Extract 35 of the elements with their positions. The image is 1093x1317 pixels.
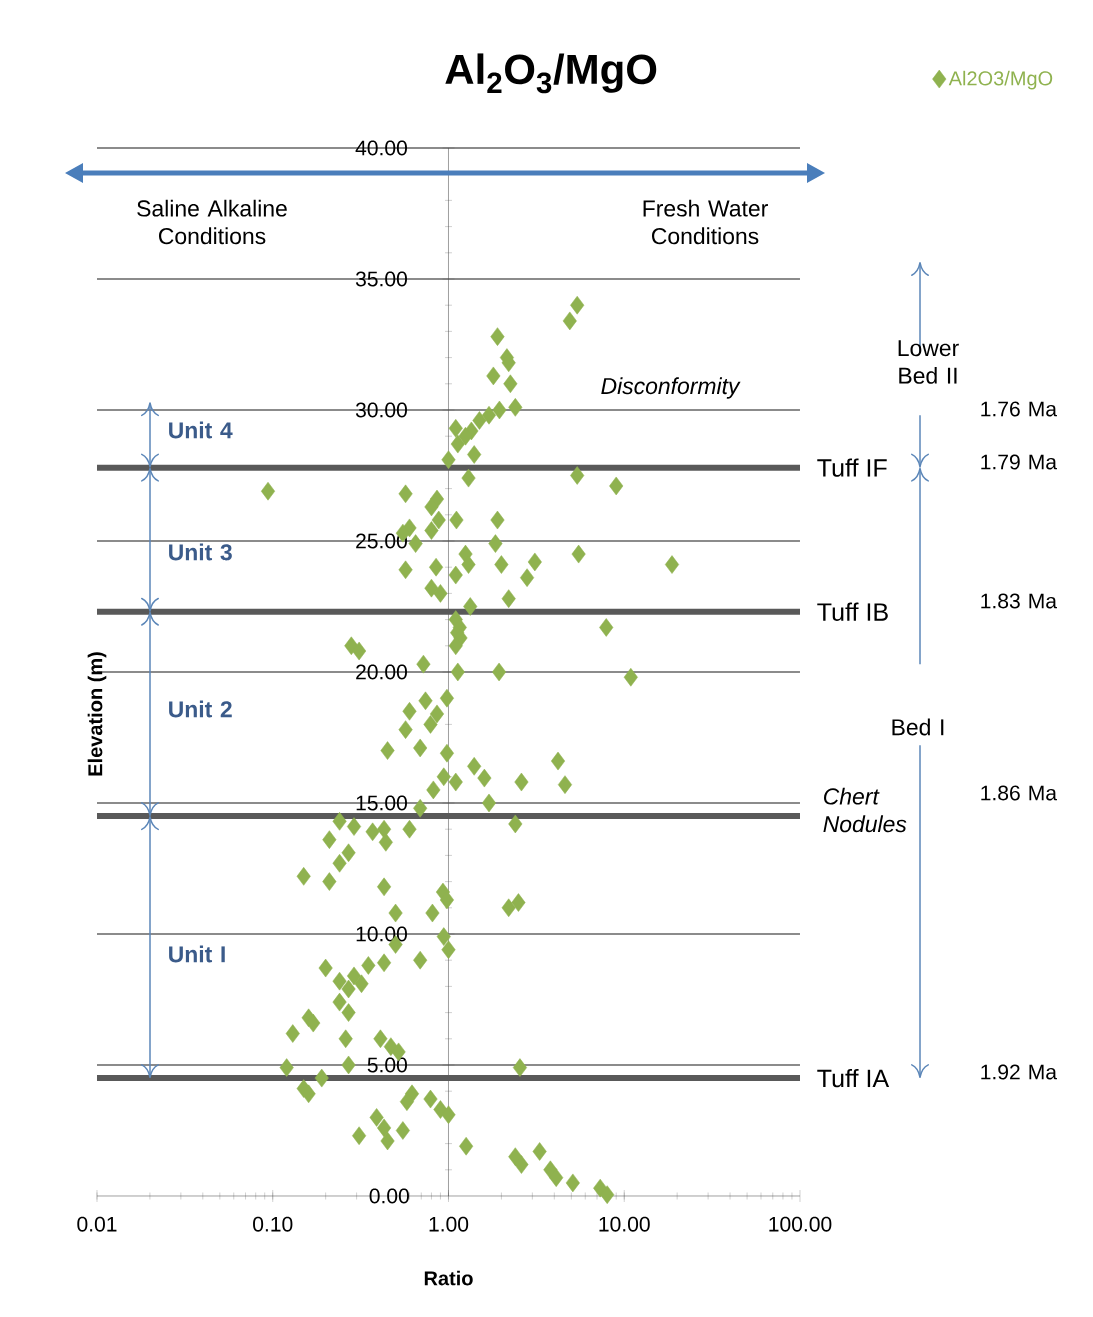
text: Bed I xyxy=(892,718,944,736)
y-tick-label: 20.00 xyxy=(356,664,407,680)
y-axis-title: Elevation (m) xyxy=(87,652,107,776)
y-tick-label: 10.00 xyxy=(356,926,407,942)
text: Al2O3/MgO xyxy=(948,70,1053,90)
x-tick-label: 1.00 xyxy=(429,1216,469,1232)
y-tick-label: 0.00 xyxy=(369,1188,409,1204)
ref-line-label: Tuff IF xyxy=(817,458,887,477)
x-tick-label: 10.00 xyxy=(599,1216,650,1232)
x-tick-label: 0.10 xyxy=(253,1216,293,1232)
annotation: Saline Alkaline Conditions xyxy=(137,199,287,245)
annotation: Disconformity xyxy=(601,377,741,399)
text: 1.86 Ma xyxy=(981,785,1057,801)
x-tick-label: 100.00 xyxy=(769,1216,832,1232)
y-tick-label: 40.00 xyxy=(355,140,407,156)
text: 1.92 Ma xyxy=(981,1064,1057,1080)
text: Chert Nodules xyxy=(823,787,907,833)
annotation: Unit 3 xyxy=(169,543,232,561)
y-tick-label: 15.00 xyxy=(356,795,407,811)
x-axis-title: Ratio xyxy=(424,1270,473,1286)
x-tick-label: 0.01 xyxy=(77,1216,117,1232)
text: 1.79 Ma xyxy=(981,454,1057,470)
y-tick-label: 5.00 xyxy=(367,1057,407,1073)
text: 1.83 Ma xyxy=(981,593,1057,609)
ref-line-label: Tuff IB xyxy=(817,602,888,621)
text: Lower Bed II xyxy=(898,340,959,384)
annotation: Unit I xyxy=(169,945,225,963)
text: 1.76 Ma xyxy=(981,401,1057,417)
annotation: Unit 4 xyxy=(169,421,233,439)
annotation: Fresh Water Conditions xyxy=(643,199,768,245)
chart-title: Al$_{2}$O$_{3}$/MgO xyxy=(445,53,657,94)
ref-line-label: Tuff IA xyxy=(817,1068,890,1088)
y-tick-label: 35.00 xyxy=(355,271,407,287)
y-tick-label: 30.00 xyxy=(355,402,407,418)
annotation: Unit 2 xyxy=(169,700,232,718)
